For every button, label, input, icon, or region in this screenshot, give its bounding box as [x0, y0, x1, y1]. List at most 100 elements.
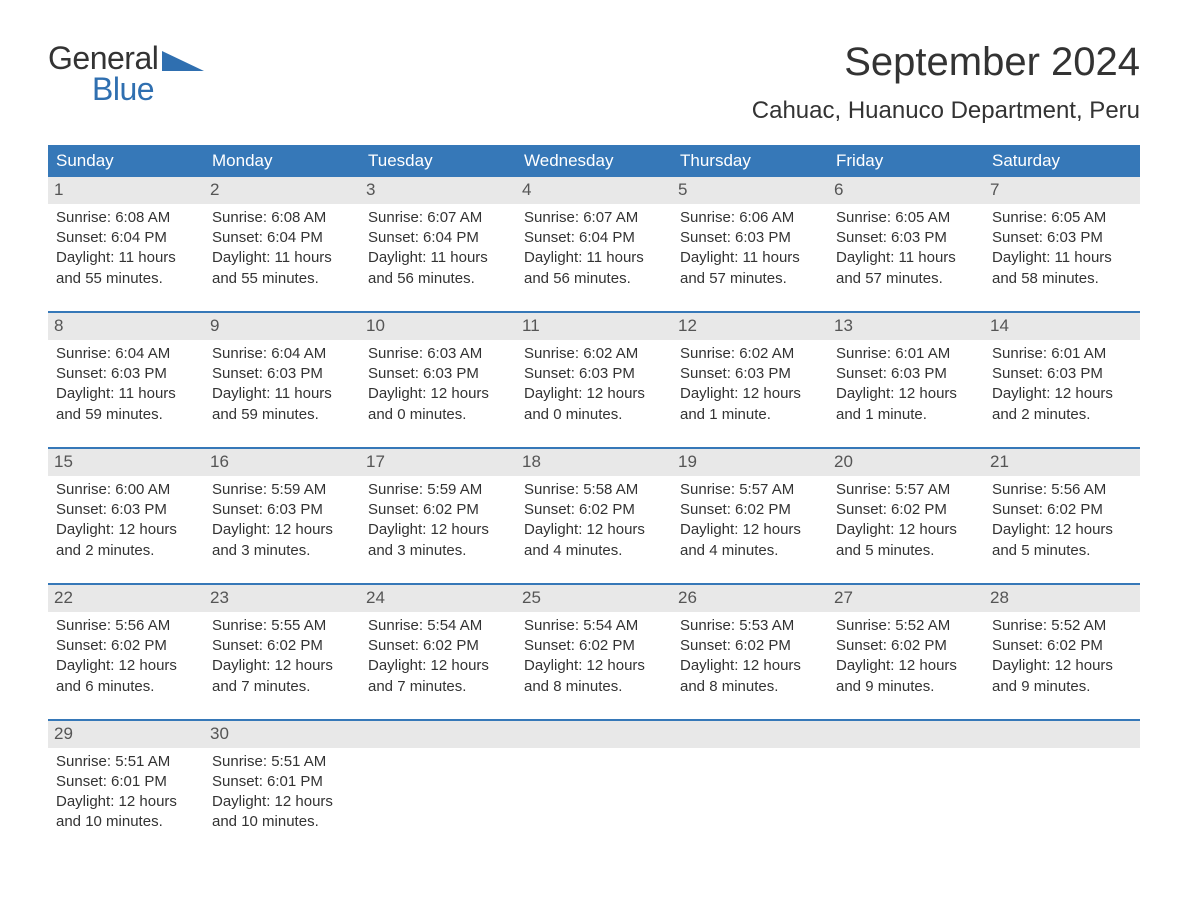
- day-number: 1: [48, 177, 204, 204]
- daylight-line: Daylight: 12 hours: [368, 384, 508, 404]
- day-cell: 12Sunrise: 6:02 AMSunset: 6:03 PMDayligh…: [672, 313, 828, 447]
- daylight-line: Daylight: 12 hours: [368, 656, 508, 676]
- day-cell: 27Sunrise: 5:52 AMSunset: 6:02 PMDayligh…: [828, 585, 984, 719]
- sunrise-line: Sunrise: 6:05 AM: [836, 208, 976, 228]
- empty-day-bar: [672, 721, 828, 748]
- daylight-line: and 5 minutes.: [836, 541, 976, 561]
- day-number: 17: [360, 449, 516, 476]
- sunrise-line: Sunrise: 5:55 AM: [212, 616, 352, 636]
- daylight-line: and 3 minutes.: [212, 541, 352, 561]
- weekday-header: Tuesday: [360, 145, 516, 177]
- daylight-line: Daylight: 12 hours: [680, 520, 820, 540]
- daylight-line: Daylight: 12 hours: [56, 656, 196, 676]
- daylight-line: Daylight: 12 hours: [212, 520, 352, 540]
- logo-text-blue: Blue: [92, 71, 204, 108]
- sunrise-line: Sunrise: 5:52 AM: [836, 616, 976, 636]
- sunset-line: Sunset: 6:02 PM: [524, 500, 664, 520]
- day-number: 19: [672, 449, 828, 476]
- day-number: 6: [828, 177, 984, 204]
- day-number: 3: [360, 177, 516, 204]
- sunrise-line: Sunrise: 6:01 AM: [836, 344, 976, 364]
- weekday-header: Saturday: [984, 145, 1140, 177]
- daylight-line: Daylight: 12 hours: [212, 656, 352, 676]
- day-cell: 10Sunrise: 6:03 AMSunset: 6:03 PMDayligh…: [360, 313, 516, 447]
- sunrise-line: Sunrise: 6:02 AM: [680, 344, 820, 364]
- day-number: 23: [204, 585, 360, 612]
- sunrise-line: Sunrise: 5:51 AM: [212, 752, 352, 772]
- sunset-line: Sunset: 6:01 PM: [212, 772, 352, 792]
- day-cell: [360, 721, 516, 855]
- day-number: 10: [360, 313, 516, 340]
- day-cell: 14Sunrise: 6:01 AMSunset: 6:03 PMDayligh…: [984, 313, 1140, 447]
- sunset-line: Sunset: 6:04 PM: [212, 228, 352, 248]
- day-cell: 30 Sunrise: 5:51 AMSunset: 6:01 PMDayligh…: [204, 721, 360, 855]
- daylight-line: Daylight: 12 hours: [368, 520, 508, 540]
- day-cell: 19 Sunrise: 5:57 AMSunset: 6:02 PMDayligh…: [672, 449, 828, 583]
- daylight-line: and 55 minutes.: [212, 269, 352, 289]
- sunrise-line: Sunrise: 6:08 AM: [212, 208, 352, 228]
- day-number: 28: [984, 585, 1140, 612]
- day-number: 18: [516, 449, 672, 476]
- logo: General Blue: [48, 40, 204, 108]
- day-number: 24: [360, 585, 516, 612]
- day-number: 14: [984, 313, 1140, 340]
- day-cell: 28Sunrise: 5:52 AMSunset: 6:02 PMDayligh…: [984, 585, 1140, 719]
- week-row: 8Sunrise: 6:04 AMSunset: 6:03 PMDaylight…: [48, 311, 1140, 447]
- calendar: SundayMondayTuesdayWednesdayThursdayFrid…: [48, 145, 1140, 855]
- daylight-line: and 4 minutes.: [524, 541, 664, 561]
- daylight-line: and 9 minutes.: [836, 677, 976, 697]
- day-number: 27: [828, 585, 984, 612]
- sunset-line: Sunset: 6:03 PM: [212, 364, 352, 384]
- day-number: 15: [48, 449, 204, 476]
- sunset-line: Sunset: 6:01 PM: [56, 772, 196, 792]
- day-number: 30: [204, 721, 360, 748]
- sunrise-line: Sunrise: 6:01 AM: [992, 344, 1132, 364]
- daylight-line: and 57 minutes.: [680, 269, 820, 289]
- day-number: 21: [984, 449, 1140, 476]
- daylight-line: Daylight: 12 hours: [212, 792, 352, 812]
- sunset-line: Sunset: 6:03 PM: [212, 500, 352, 520]
- day-cell: 15Sunrise: 6:00 AMSunset: 6:03 PMDayligh…: [48, 449, 204, 583]
- sunrise-line: Sunrise: 5:57 AM: [836, 480, 976, 500]
- daylight-line: and 10 minutes.: [212, 812, 352, 832]
- daylight-line: Daylight: 12 hours: [56, 792, 196, 812]
- sunset-line: Sunset: 6:04 PM: [368, 228, 508, 248]
- sunset-line: Sunset: 6:03 PM: [56, 364, 196, 384]
- sunset-line: Sunset: 6:03 PM: [836, 228, 976, 248]
- daylight-line: and 59 minutes.: [212, 405, 352, 425]
- sunrise-line: Sunrise: 6:04 AM: [56, 344, 196, 364]
- day-cell: 23Sunrise: 5:55 AMSunset: 6:02 PMDayligh…: [204, 585, 360, 719]
- weeks-container: 1Sunrise: 6:08 AMSunset: 6:04 PMDaylight…: [48, 177, 1140, 855]
- sunset-line: Sunset: 6:02 PM: [992, 636, 1132, 656]
- sunrise-line: Sunrise: 5:57 AM: [680, 480, 820, 500]
- sunset-line: Sunset: 6:02 PM: [368, 636, 508, 656]
- location-subtitle: Cahuac, Huanuco Department, Peru: [752, 97, 1140, 125]
- sunrise-line: Sunrise: 5:56 AM: [992, 480, 1132, 500]
- daylight-line: and 9 minutes.: [992, 677, 1132, 697]
- sunset-line: Sunset: 6:02 PM: [368, 500, 508, 520]
- day-cell: 6Sunrise: 6:05 AMSunset: 6:03 PMDaylight…: [828, 177, 984, 311]
- sunset-line: Sunset: 6:03 PM: [992, 228, 1132, 248]
- day-cell: 4Sunrise: 6:07 AMSunset: 6:04 PMDaylight…: [516, 177, 672, 311]
- daylight-line: and 4 minutes.: [680, 541, 820, 561]
- day-number: 9: [204, 313, 360, 340]
- day-number: 5: [672, 177, 828, 204]
- sunrise-line: Sunrise: 6:08 AM: [56, 208, 196, 228]
- sunrise-line: Sunrise: 5:58 AM: [524, 480, 664, 500]
- sunrise-line: Sunrise: 6:02 AM: [524, 344, 664, 364]
- day-cell: 2Sunrise: 6:08 AMSunset: 6:04 PMDaylight…: [204, 177, 360, 311]
- sunrise-line: Sunrise: 6:04 AM: [212, 344, 352, 364]
- sunrise-line: Sunrise: 5:59 AM: [368, 480, 508, 500]
- day-number: 29: [48, 721, 204, 748]
- day-number: 2: [204, 177, 360, 204]
- sunset-line: Sunset: 6:02 PM: [680, 500, 820, 520]
- daylight-line: and 7 minutes.: [212, 677, 352, 697]
- daylight-line: Daylight: 11 hours: [680, 248, 820, 268]
- sunset-line: Sunset: 6:04 PM: [56, 228, 196, 248]
- daylight-line: and 1 minute.: [680, 405, 820, 425]
- sunset-line: Sunset: 6:02 PM: [524, 636, 664, 656]
- day-number: 26: [672, 585, 828, 612]
- day-cell: 16Sunrise: 5:59 AMSunset: 6:03 PMDayligh…: [204, 449, 360, 583]
- daylight-line: Daylight: 12 hours: [836, 384, 976, 404]
- daylight-line: Daylight: 12 hours: [680, 384, 820, 404]
